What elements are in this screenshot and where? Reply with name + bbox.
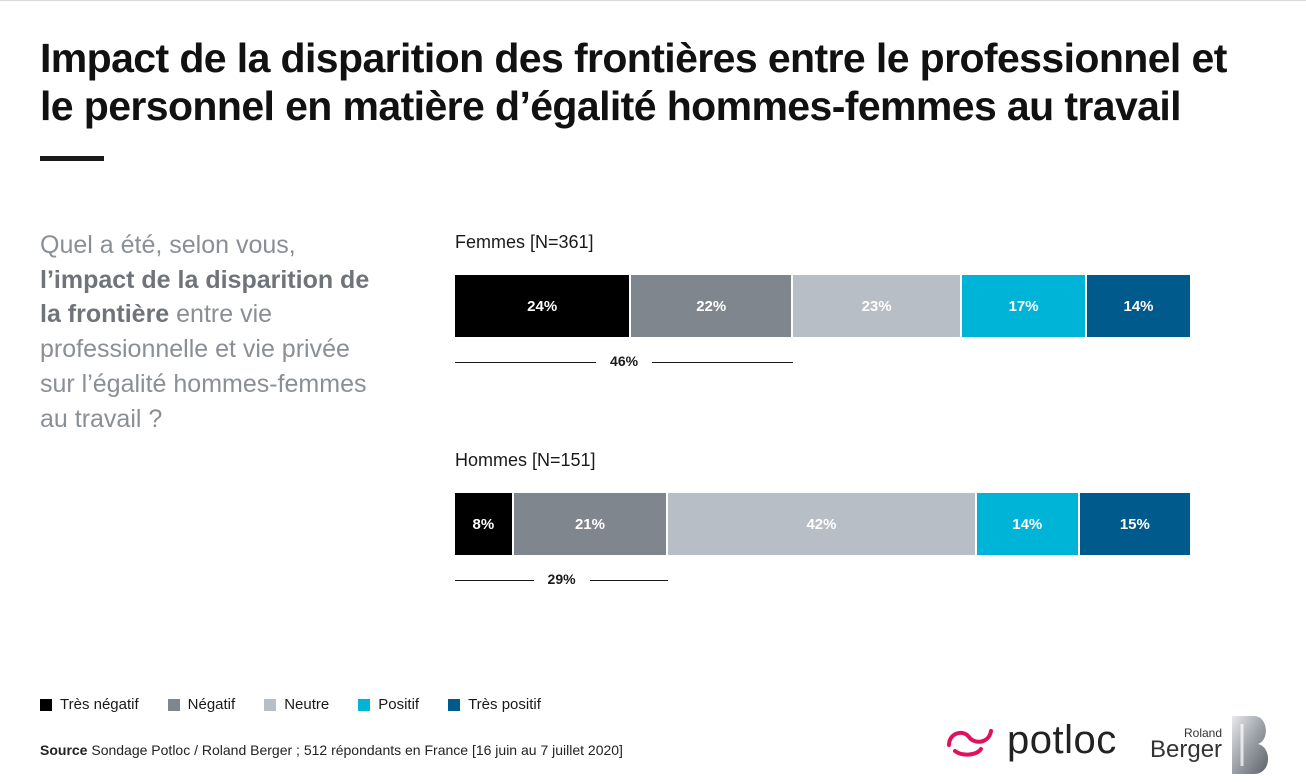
bar-row-femmes: 24% 22% 23% 17% 14% [455, 275, 1190, 337]
data-label: 21% [574, 515, 605, 533]
legend-label: Négatif [187, 696, 236, 713]
data-label: 23% [861, 297, 892, 315]
bar-segment-hommes-0: 8% [455, 493, 514, 555]
data-label: 14% [1012, 515, 1043, 533]
source-text: Sondage Potloc / Roland Berger ; 512 rép… [87, 742, 623, 758]
potloc-wordmark: potloc [1007, 718, 1117, 762]
bracket-line-left [455, 362, 597, 363]
bar-segment-femmes-2: 23% [793, 275, 963, 337]
bar-segment-femmes-3: 17% [962, 275, 1088, 337]
chart-title-line-2: le personnel en matière d’égalité hommes… [40, 83, 1182, 129]
legend-label: Très positif [468, 696, 541, 713]
bracket-line-right [652, 362, 794, 363]
roland-berger-logo: Roland Berger [1150, 714, 1280, 776]
legend-swatch [448, 698, 461, 711]
chart-title: Impact de la disparition des frontières … [40, 34, 1290, 130]
source-note: Source Sondage Potloc / Roland Berger ; … [40, 742, 623, 758]
data-label: 24% [527, 297, 558, 315]
legend: Très négatif Négatif Neutre Positif Très pos… [40, 696, 570, 713]
data-label: 15% [1119, 515, 1150, 533]
source-label: Source [40, 742, 88, 758]
legend-swatch [167, 698, 180, 711]
legend-label: Très négatif [60, 696, 139, 713]
legend-item-1: Négatif [167, 696, 236, 713]
potloc-logo: potloc [945, 718, 1117, 762]
bar-segment-femmes-1: 22% [631, 275, 794, 337]
roland-berger-b-icon [1232, 716, 1269, 774]
legend-label: Neutre [284, 696, 330, 713]
data-label: 17% [1008, 297, 1039, 315]
bracket-line-right [589, 580, 669, 581]
legend-swatch [40, 698, 52, 711]
bar-segment-hommes-3: 14% [976, 493, 1080, 555]
bar-segment-hommes-2: 42% [668, 493, 977, 555]
data-label: 14% [1123, 297, 1154, 315]
rb-small-text: Roland [1184, 726, 1223, 740]
bar-segment-hommes-4: 15% [1079, 493, 1190, 555]
question-part-2: entre vie professionnelle et vie privée … [40, 300, 367, 433]
rb-big-text: Berger [1150, 736, 1223, 763]
bar-segment-femmes-4: 14% [1087, 275, 1190, 337]
legend-label: Positif [378, 696, 420, 713]
negative-total-bracket-femmes: 46% [455, 353, 794, 373]
group-label-femmes: Femmes [N=361] [455, 232, 594, 252]
bar-row-hommes: 8% 21% 42% 14% 15% [455, 493, 1190, 555]
negative-total-label: 29% [547, 571, 576, 587]
bracket-line-left [455, 580, 534, 581]
legend-swatch [358, 698, 371, 711]
negative-total-label: 46% [610, 353, 639, 369]
data-label: 22% [696, 297, 727, 315]
bar-segment-femmes-0: 24% [455, 275, 632, 337]
legend-item-2: Neutre [264, 696, 329, 713]
bar-segment-hommes-1: 21% [513, 493, 669, 555]
survey-question: Quel a été, selon vous, l’impact de la d… [40, 228, 380, 436]
data-label: 42% [806, 515, 837, 533]
question-part-1: Quel a été, selon vous, [40, 231, 296, 259]
chart-title-line-1: Impact de la disparition des frontières … [40, 35, 1227, 81]
negative-total-bracket-hommes: 29% [455, 571, 669, 591]
top-rule [0, 0, 1306, 1]
group-label-hommes: Hommes [N=151] [455, 450, 596, 470]
legend-swatch [264, 698, 277, 711]
question-bold: l’impact de la disparition de la frontiè… [40, 265, 370, 329]
data-label: 8% [472, 515, 495, 533]
legend-item-3: Positif [358, 696, 419, 713]
legend-item-0: Très négatif [40, 696, 139, 713]
title-underline [40, 156, 104, 161]
potloc-wave-icon [947, 729, 993, 757]
legend-item-4: Très positif [448, 696, 541, 713]
